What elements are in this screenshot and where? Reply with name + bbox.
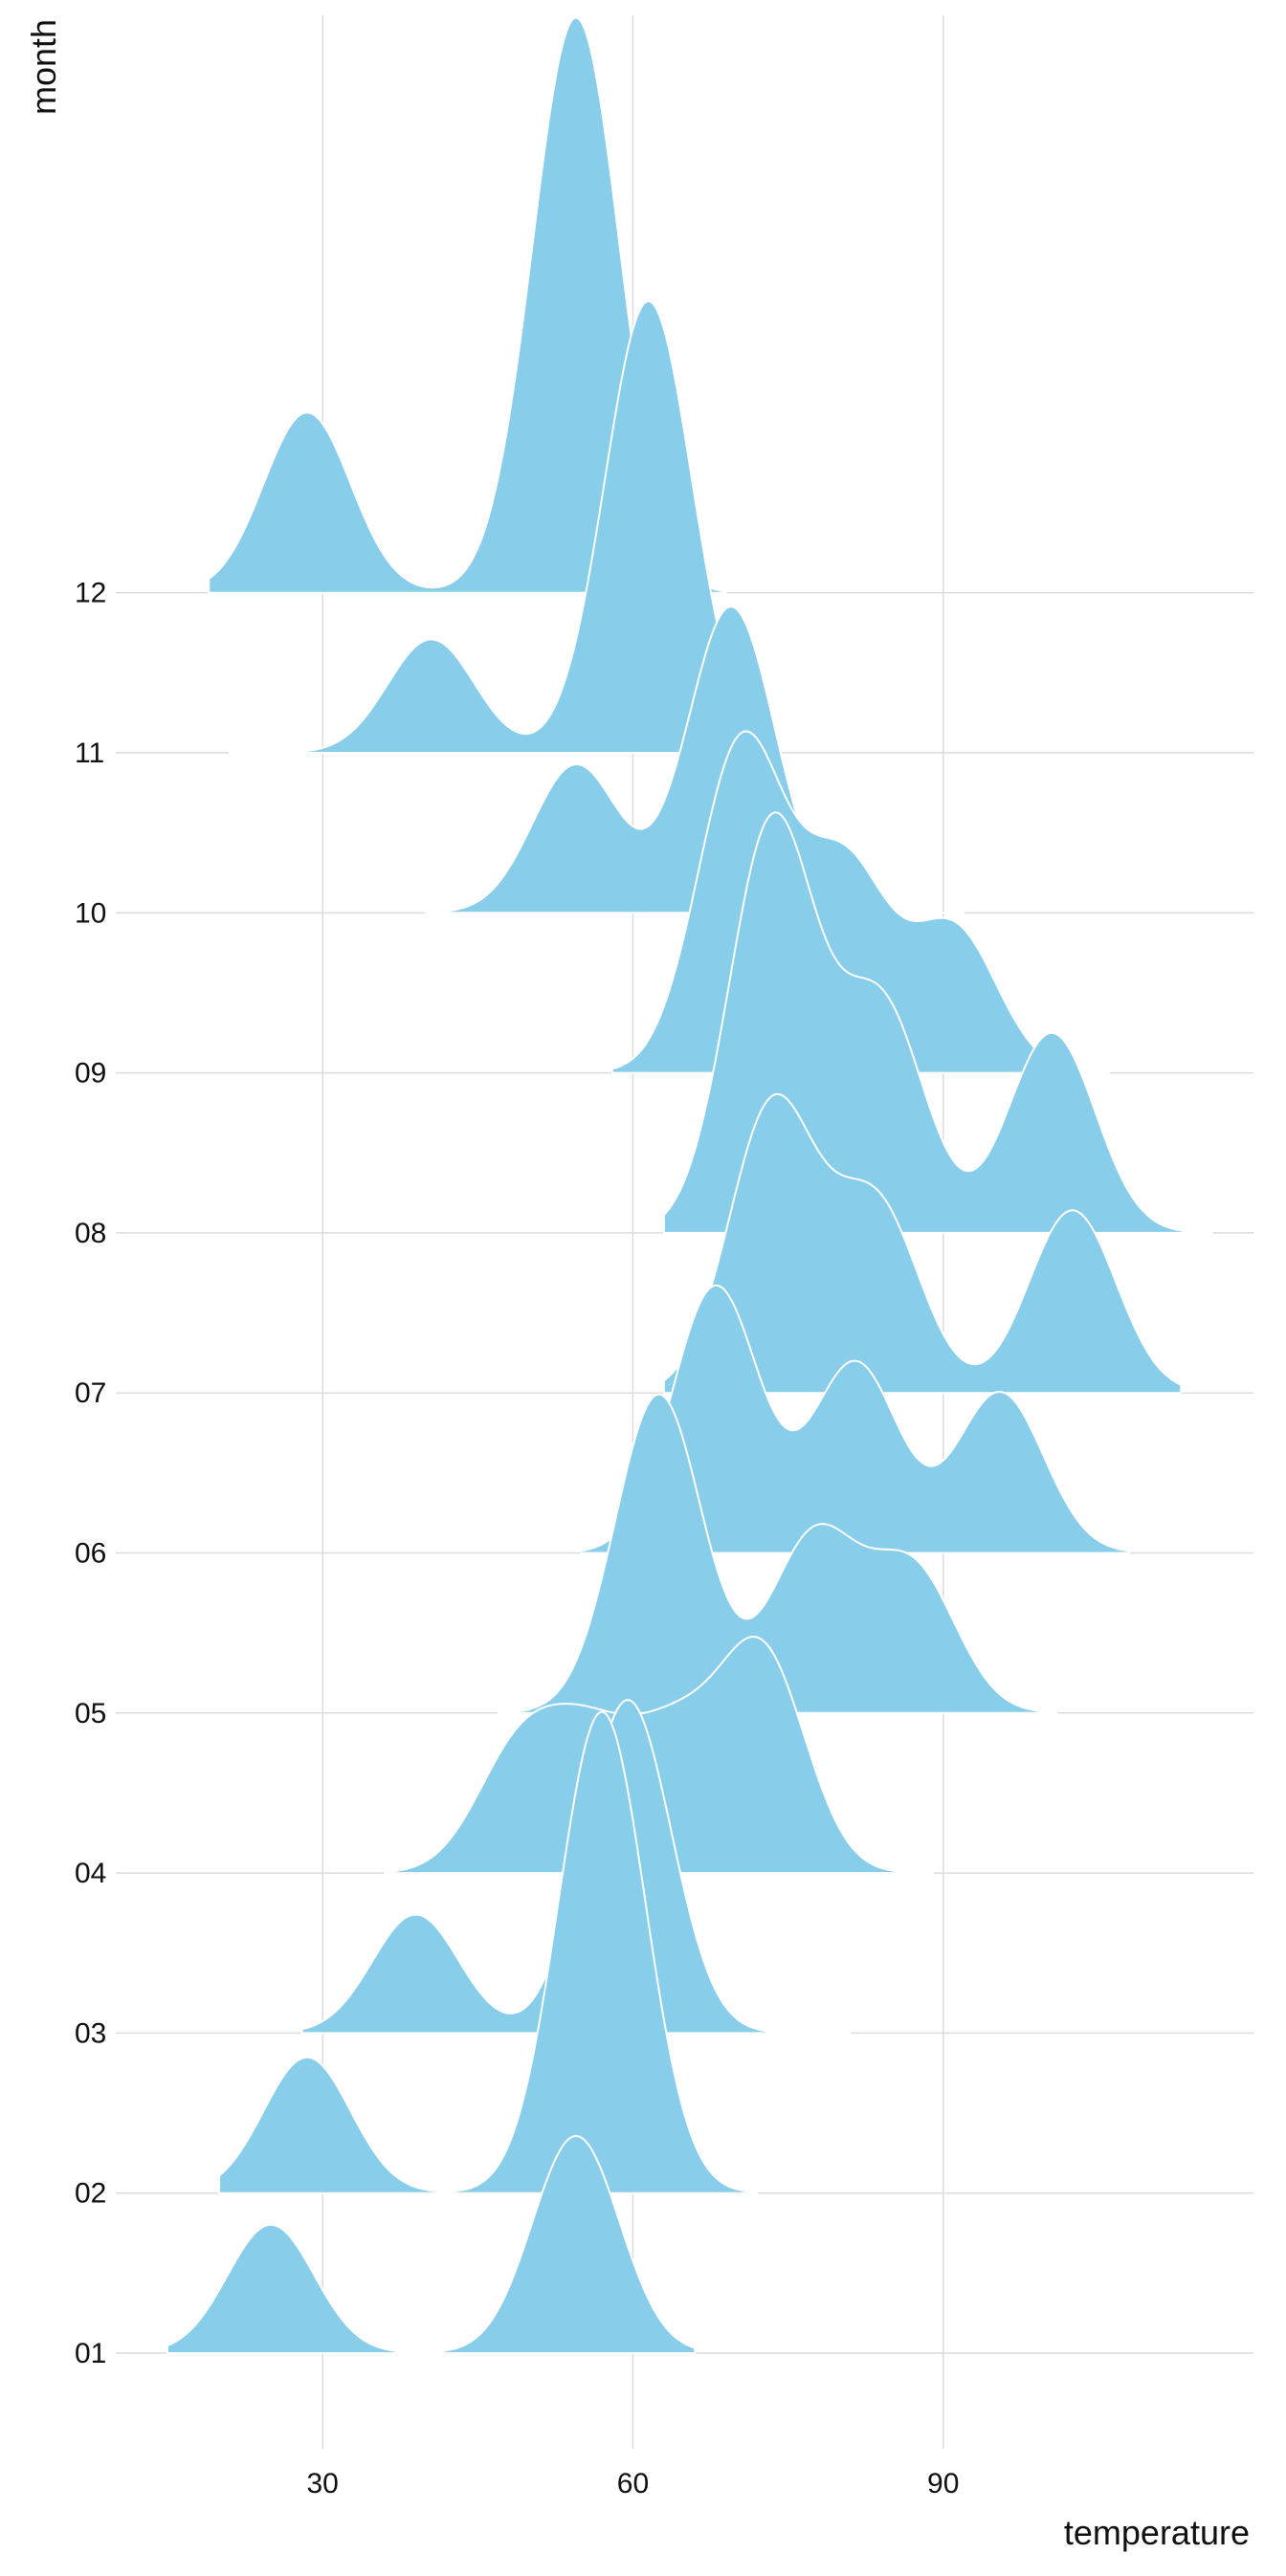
y-tick-label-04: 04: [75, 1858, 106, 1889]
y-tick-label-06: 06: [75, 1538, 106, 1570]
y-axis-title: month: [24, 19, 63, 115]
y-tick-label-11: 11: [75, 738, 104, 769]
y-tick-label-07: 07: [75, 1377, 106, 1409]
x-tick-label-30: 30: [306, 2468, 338, 2499]
tick-layer: 30 60 90 01 02 03 04 05 06 07 08 09 10 11 12: [75, 578, 959, 2499]
y-tick-label-08: 08: [75, 1218, 106, 1249]
y-tick-label-02: 02: [75, 2178, 106, 2210]
y-tick-label-09: 09: [75, 1058, 106, 1090]
ridge-layer: [166, 16, 1213, 2354]
x-tick-label-60: 60: [617, 2468, 649, 2499]
y-tick-label-03: 03: [75, 2017, 106, 2049]
ridge-06: [580, 1284, 1131, 1554]
ridge-11: [228, 299, 779, 754]
y-tick-label-01: 01: [75, 2338, 106, 2369]
y-tick-label-05: 05: [75, 1698, 106, 1729]
x-tick-label-90: 90: [927, 2468, 959, 2499]
ridge-02: [218, 1710, 759, 2194]
y-tick-label-10: 10: [75, 897, 106, 929]
ridge-04: [384, 1636, 934, 1875]
x-axis-title: temperature: [1064, 2513, 1250, 2552]
ridge-07: [662, 1092, 1183, 1395]
ridge-01: [166, 2135, 697, 2354]
y-tick-label-12: 12: [75, 578, 106, 609]
ridge-05: [497, 1393, 1058, 1714]
